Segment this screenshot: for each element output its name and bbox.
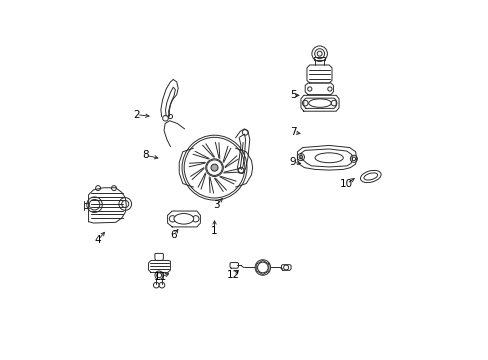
Polygon shape [256, 260, 268, 275]
Circle shape [159, 282, 164, 288]
Polygon shape [229, 262, 238, 268]
Text: 5: 5 [290, 90, 297, 100]
Text: 9: 9 [289, 157, 296, 167]
Ellipse shape [308, 99, 330, 107]
Circle shape [182, 135, 246, 200]
Text: 11: 11 [154, 272, 167, 282]
Text: 3: 3 [213, 200, 219, 210]
Text: 8: 8 [142, 150, 149, 160]
Ellipse shape [314, 153, 343, 163]
Text: 6: 6 [170, 230, 177, 240]
Polygon shape [155, 253, 163, 260]
Polygon shape [300, 95, 338, 111]
Text: 10: 10 [340, 179, 353, 189]
Text: 7: 7 [290, 127, 297, 138]
Ellipse shape [360, 170, 380, 183]
Text: 12: 12 [227, 270, 240, 280]
Polygon shape [306, 65, 331, 83]
Circle shape [153, 282, 159, 288]
Text: 1: 1 [211, 226, 217, 236]
Polygon shape [297, 145, 356, 170]
Polygon shape [281, 265, 290, 270]
Polygon shape [88, 188, 126, 223]
Polygon shape [148, 260, 170, 273]
Circle shape [255, 260, 270, 275]
Circle shape [210, 164, 218, 171]
Circle shape [205, 159, 223, 176]
Ellipse shape [174, 213, 193, 224]
Text: 2: 2 [133, 110, 140, 120]
Polygon shape [305, 83, 333, 95]
Text: 4: 4 [95, 235, 101, 245]
Ellipse shape [363, 173, 377, 180]
Polygon shape [314, 57, 324, 60]
Polygon shape [167, 211, 200, 227]
